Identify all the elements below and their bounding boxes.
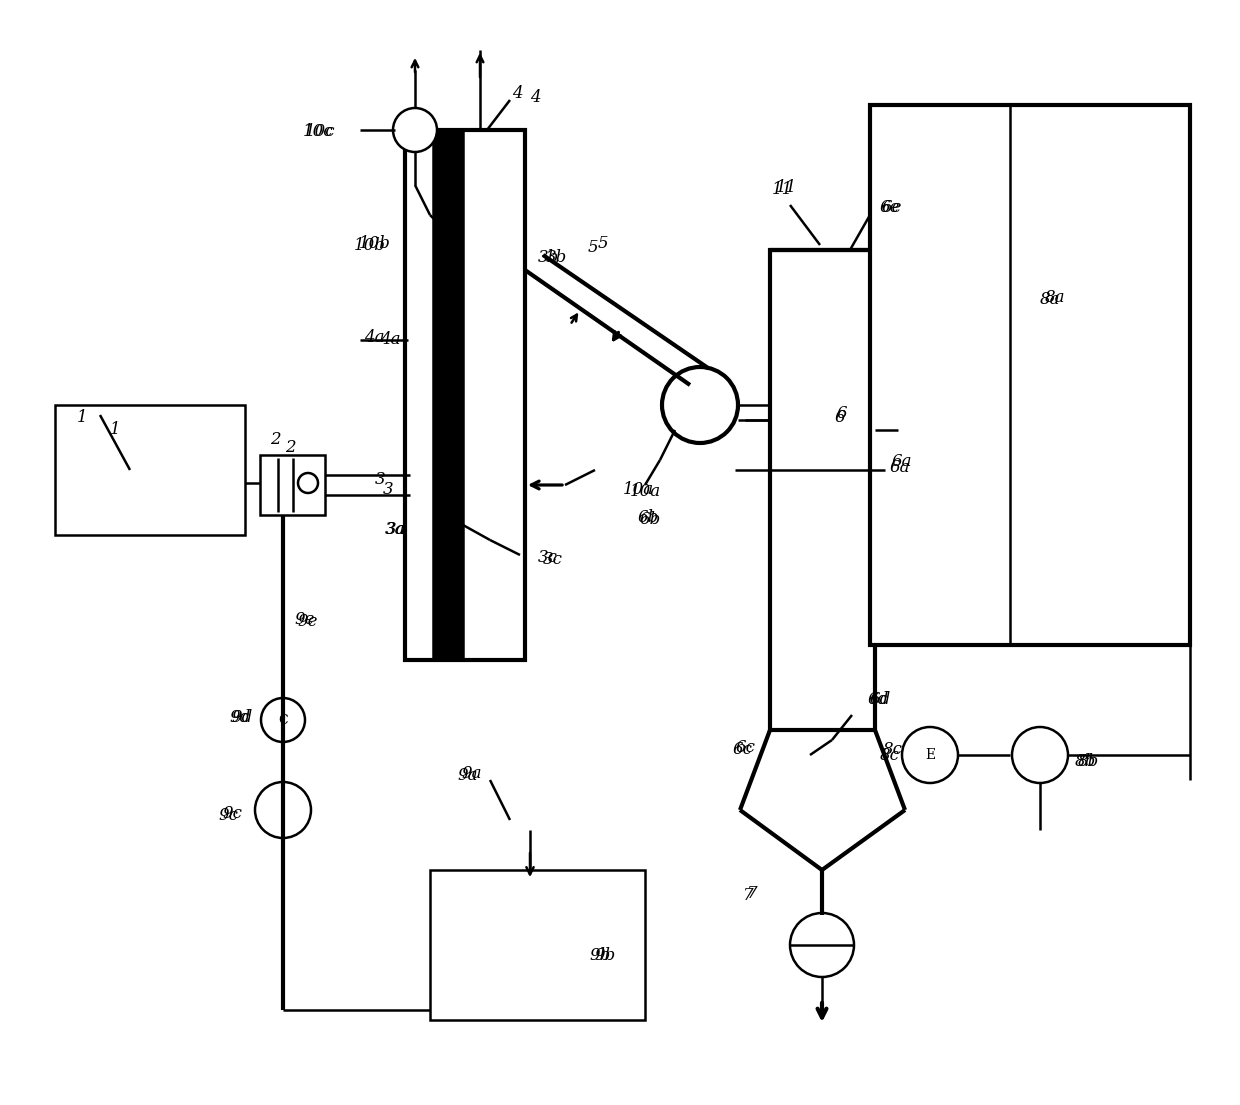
Text: 9d: 9d — [232, 708, 253, 726]
Text: 9b: 9b — [589, 947, 610, 964]
Text: 6a: 6a — [892, 453, 913, 471]
Text: 9e: 9e — [298, 613, 319, 631]
Text: 5: 5 — [588, 240, 599, 256]
Text: 1: 1 — [77, 410, 87, 427]
Bar — [430, 870, 645, 1020]
Text: 3c: 3c — [538, 549, 558, 567]
Text: 7: 7 — [743, 886, 754, 904]
Text: 8b: 8b — [1078, 754, 1099, 770]
Text: 8b: 8b — [1074, 754, 1096, 770]
Bar — [260, 455, 325, 515]
Circle shape — [298, 473, 317, 493]
Text: 10b: 10b — [355, 236, 386, 253]
Circle shape — [255, 782, 311, 838]
Text: 1: 1 — [109, 421, 120, 439]
Text: 9a: 9a — [458, 767, 479, 783]
Circle shape — [901, 727, 959, 783]
Text: 8a: 8a — [1040, 292, 1060, 308]
Text: 6e: 6e — [882, 200, 903, 217]
Text: 2: 2 — [269, 431, 280, 449]
Text: 4a: 4a — [379, 332, 401, 348]
Circle shape — [393, 108, 436, 152]
Text: 3: 3 — [383, 482, 393, 498]
Circle shape — [790, 913, 854, 977]
Text: 3: 3 — [374, 472, 386, 488]
Text: 3a: 3a — [386, 522, 407, 538]
Bar — [870, 105, 1190, 645]
Text: 9e: 9e — [295, 611, 315, 629]
Bar — [770, 250, 875, 730]
Text: 4: 4 — [512, 84, 522, 102]
Text: 10a: 10a — [630, 484, 661, 501]
Circle shape — [662, 367, 738, 443]
Text: 6a: 6a — [890, 460, 910, 476]
Bar — [55, 406, 246, 535]
Text: 4a: 4a — [363, 328, 384, 346]
Text: 3c: 3c — [543, 551, 563, 568]
Text: 10c: 10c — [303, 124, 334, 140]
Text: 3a: 3a — [384, 522, 405, 538]
Text: 6b: 6b — [637, 509, 658, 526]
Text: 11: 11 — [771, 181, 792, 199]
Text: 11: 11 — [775, 179, 796, 197]
Text: 8a: 8a — [1045, 290, 1065, 306]
Text: 6b: 6b — [640, 512, 661, 528]
Circle shape — [1012, 727, 1068, 783]
Bar — [405, 130, 525, 660]
Text: 9c: 9c — [222, 804, 242, 821]
Bar — [433, 130, 463, 660]
Text: 3b: 3b — [546, 250, 567, 266]
Text: 5: 5 — [598, 234, 609, 252]
Text: 6d: 6d — [869, 692, 890, 708]
Text: 6e: 6e — [879, 199, 900, 215]
Text: 9a: 9a — [461, 766, 482, 782]
Circle shape — [260, 698, 305, 741]
Text: 6: 6 — [837, 406, 847, 422]
Text: C: C — [278, 714, 288, 726]
Text: E: E — [925, 748, 935, 762]
Text: 8c: 8c — [880, 747, 900, 764]
Text: 2: 2 — [285, 439, 295, 455]
Text: 3b: 3b — [537, 250, 559, 266]
Text: 6d: 6d — [867, 692, 889, 708]
Text: 9d: 9d — [229, 709, 250, 726]
Text: 4: 4 — [529, 88, 541, 105]
Text: 7: 7 — [746, 884, 758, 902]
Text: 9c: 9c — [218, 807, 238, 823]
Text: 6: 6 — [835, 410, 846, 427]
Text: 8c: 8c — [883, 741, 903, 758]
Text: 6c: 6c — [732, 741, 751, 758]
Text: 10b: 10b — [360, 234, 391, 252]
Text: 10c: 10c — [305, 124, 335, 140]
Text: 6c: 6c — [735, 739, 755, 757]
Text: 9b: 9b — [594, 947, 615, 964]
Text: 10a: 10a — [622, 482, 653, 498]
